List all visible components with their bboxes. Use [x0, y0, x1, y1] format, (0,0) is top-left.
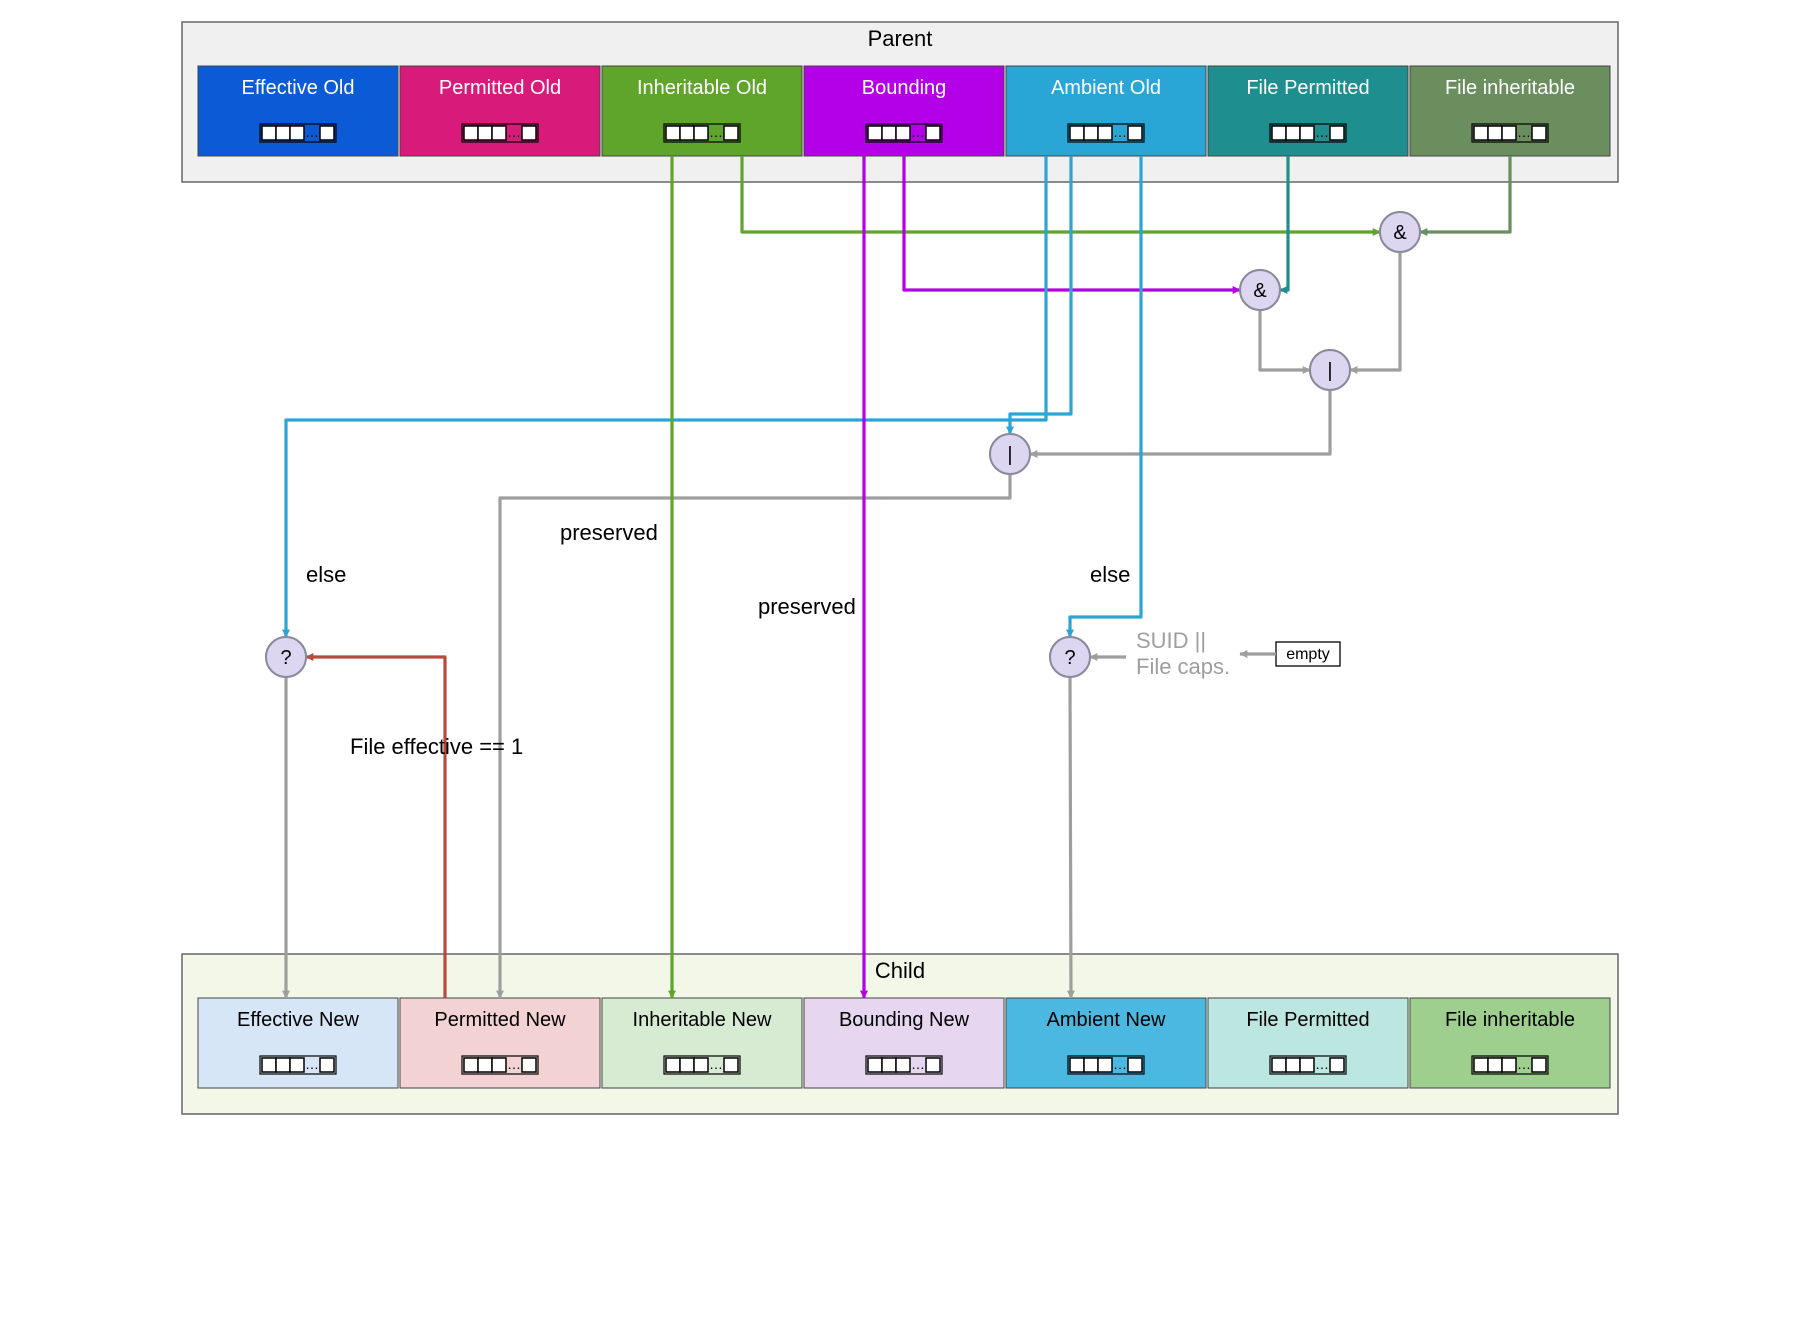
- edge: [1350, 252, 1400, 370]
- svg-text:else: else: [1090, 562, 1130, 587]
- svg-text:?: ?: [280, 647, 291, 669]
- svg-text:…: …: [709, 1056, 723, 1072]
- svg-text:Parent: Parent: [867, 26, 932, 51]
- svg-text:|: |: [1007, 444, 1012, 466]
- svg-text:SUID ||: SUID ||: [1136, 628, 1206, 653]
- svg-text:preserved: preserved: [560, 520, 658, 545]
- svg-text:File caps.: File caps.: [1136, 654, 1230, 679]
- svg-text:…: …: [1315, 1056, 1329, 1072]
- svg-text:…: …: [911, 124, 925, 140]
- edge: [306, 657, 445, 998]
- edge: [500, 474, 1010, 998]
- svg-text:Bounding: Bounding: [861, 77, 946, 99]
- svg-text:Inheritable Old: Inheritable Old: [636, 77, 766, 99]
- svg-text:File Permitted: File Permitted: [1246, 77, 1369, 99]
- svg-text:…: …: [1113, 1056, 1127, 1072]
- svg-text:…: …: [507, 1056, 521, 1072]
- svg-text:&: &: [1393, 222, 1407, 244]
- svg-text:Inheritable New: Inheritable New: [632, 1009, 772, 1031]
- diagram-canvas: Parent Child Effective Old … Permitted Old … I…: [140, 0, 1660, 1136]
- svg-text:Bounding New: Bounding New: [838, 1009, 969, 1031]
- svg-text:…: …: [1113, 124, 1127, 140]
- svg-text:…: …: [1517, 124, 1531, 140]
- svg-text:…: …: [305, 124, 319, 140]
- svg-text:…: …: [507, 124, 521, 140]
- edge: [286, 156, 1046, 637]
- edge: [1010, 156, 1071, 434]
- svg-text:Child: Child: [874, 958, 924, 983]
- svg-text:…: …: [305, 1056, 319, 1072]
- edge: [1030, 390, 1330, 454]
- svg-text:Ambient Old: Ambient Old: [1050, 77, 1160, 99]
- svg-text:?: ?: [1064, 647, 1075, 669]
- svg-text:File inheritable: File inheritable: [1444, 77, 1574, 99]
- edge: [1260, 310, 1310, 370]
- svg-text:…: …: [911, 1056, 925, 1072]
- svg-text:Permitted New: Permitted New: [434, 1009, 566, 1031]
- edge: [1070, 677, 1071, 998]
- svg-text:Ambient New: Ambient New: [1046, 1009, 1165, 1031]
- svg-text:Permitted Old: Permitted Old: [438, 77, 560, 99]
- svg-text:else: else: [306, 562, 346, 587]
- svg-text:…: …: [1517, 1056, 1531, 1072]
- svg-text:empty: empty: [1286, 646, 1330, 663]
- svg-text:File Permitted: File Permitted: [1246, 1009, 1369, 1031]
- svg-text:&: &: [1253, 280, 1267, 302]
- svg-text:Effective Old: Effective Old: [241, 77, 354, 99]
- svg-text:File effective == 1: File effective == 1: [350, 734, 523, 759]
- svg-text:…: …: [709, 124, 723, 140]
- svg-text:File inheritable: File inheritable: [1444, 1009, 1574, 1031]
- svg-text:Effective New: Effective New: [237, 1009, 359, 1031]
- svg-text:preserved: preserved: [758, 594, 856, 619]
- svg-text:…: …: [1315, 124, 1329, 140]
- svg-text:|: |: [1327, 360, 1332, 382]
